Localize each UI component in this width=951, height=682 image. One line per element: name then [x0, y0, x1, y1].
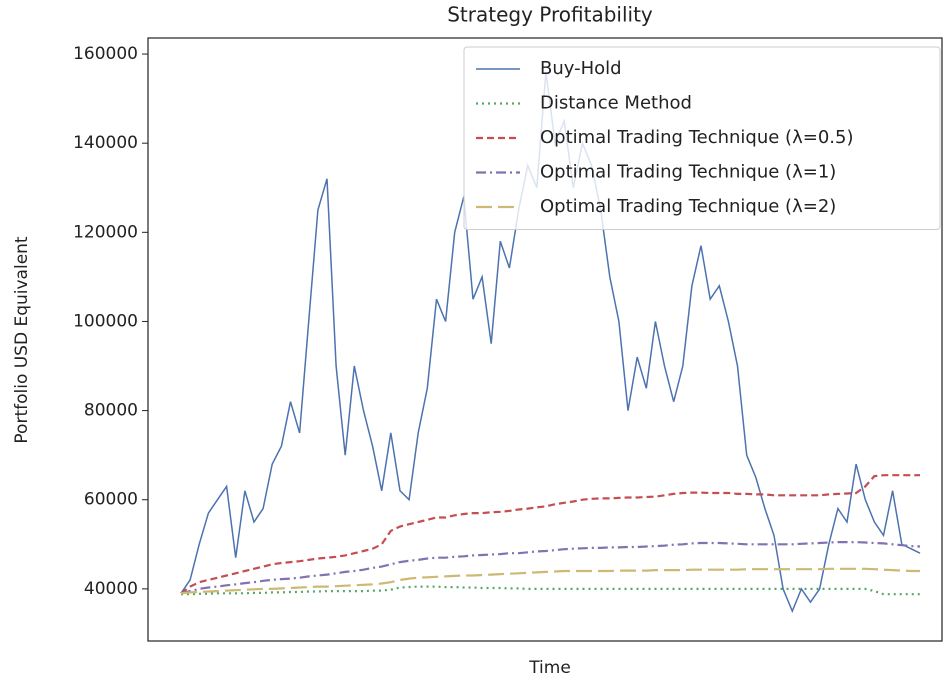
legend: Buy-Hold Distance Method Optimal Trading T… — [463, 46, 941, 230]
legend-label: Buy-Hold — [540, 58, 622, 79]
legend-label: Optimal Trading Technique (λ=1) — [540, 162, 836, 183]
legend-label: Distance Method — [540, 93, 692, 114]
axes-frame — [147, 37, 943, 642]
y-tick-label: 160000 — [73, 44, 138, 64]
series-line — [180, 541, 921, 595]
y-tick-label: 120000 — [73, 222, 138, 242]
series-line — [180, 474, 920, 595]
series-line — [180, 567, 920, 595]
chart-title: Strategy Profitability — [447, 3, 653, 27]
y-axis-label: Portfolio USD Equivalent — [12, 236, 32, 444]
y-tick-label: 100000 — [73, 311, 138, 331]
legend-box — [463, 46, 941, 230]
legend-label: Optimal Trading Technique (λ=2) — [540, 196, 836, 217]
y-tick-label: 60000 — [84, 490, 138, 510]
legend-label: Optimal Trading Technique (λ=0.5) — [540, 127, 853, 148]
y-tick-label: 140000 — [73, 133, 138, 153]
y-tick-label: 80000 — [84, 401, 138, 421]
y-tick-label: 40000 — [84, 579, 138, 599]
x-axis-label: Time — [528, 658, 571, 678]
